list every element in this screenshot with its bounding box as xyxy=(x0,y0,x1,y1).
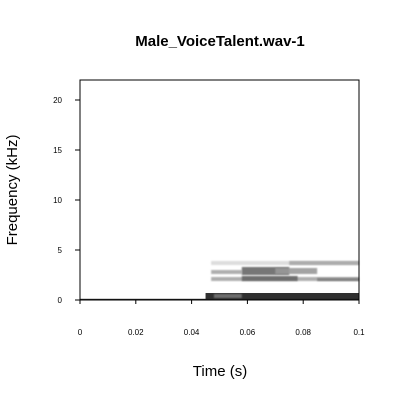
y-tick-label: 15 xyxy=(53,146,62,155)
y-tick-label: 5 xyxy=(58,246,63,255)
x-tick-label: 0 xyxy=(78,328,83,337)
x-axis: 0 0.02 0.04 0.06 0.08 0.1 xyxy=(78,300,365,337)
energy-region xyxy=(289,261,359,265)
y-axis-label: Frequency (kHz) xyxy=(4,135,21,246)
y-tick-label: 20 xyxy=(53,96,62,105)
energy-region xyxy=(211,270,242,274)
energy-region xyxy=(213,294,242,298)
spectrogram-energy xyxy=(80,261,359,300)
y-tick-label: 10 xyxy=(53,196,62,205)
energy-region xyxy=(211,261,359,265)
x-tick-label: 0.06 xyxy=(240,328,256,337)
chart-title: Male_VoiceTalent.wav-1 xyxy=(135,33,305,50)
energy-region xyxy=(241,276,298,281)
x-tick-label: 0.08 xyxy=(295,328,311,337)
energy-region xyxy=(317,278,359,281)
y-tick-label: 0 xyxy=(58,296,63,305)
x-tick-label: 0.1 xyxy=(353,328,365,337)
plot-frame xyxy=(79,79,360,301)
energy-region xyxy=(205,293,359,299)
energy-region xyxy=(80,298,359,300)
energy-region xyxy=(275,268,318,274)
y-axis: 0 5 10 15 20 xyxy=(53,96,80,305)
x-tick-label: 0.02 xyxy=(128,328,144,337)
energy-region xyxy=(241,267,290,275)
x-axis-label: Time (s) xyxy=(193,363,247,380)
x-tick-label: 0.04 xyxy=(184,328,200,337)
